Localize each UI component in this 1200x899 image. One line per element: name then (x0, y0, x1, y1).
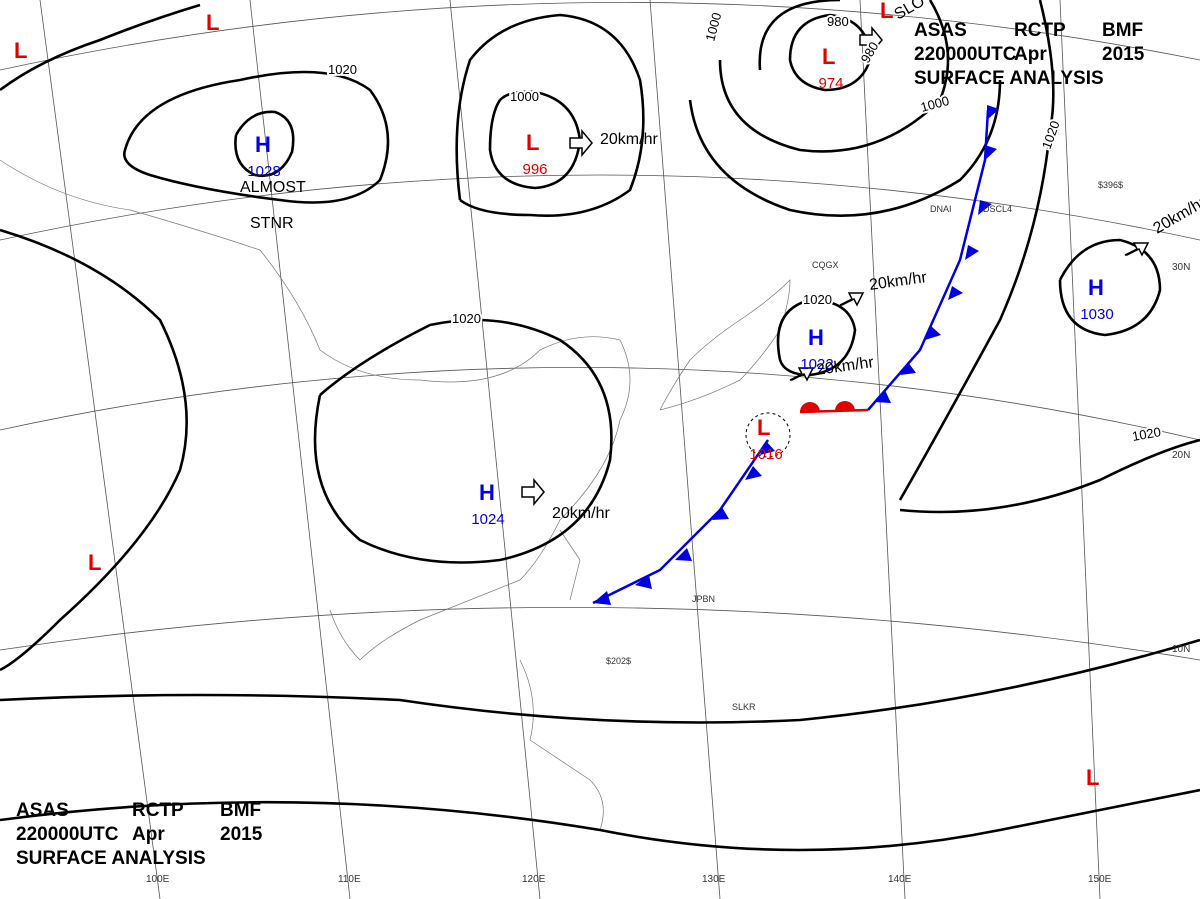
coastlines (0, 159, 791, 831)
header-text: BMF (220, 800, 261, 821)
pressure-symbol: L (206, 10, 219, 35)
isobar-label: 1020 (452, 311, 481, 326)
station-id: $396$ (1098, 180, 1123, 190)
pressure-value: 1022 (800, 356, 833, 373)
isobar-label: 1000 (510, 89, 539, 104)
pressure-value: 1016 (749, 446, 782, 463)
pressure-value: 1024 (471, 511, 504, 528)
station-id: DSCL4 (983, 204, 1012, 214)
header-text: BMF (1102, 20, 1143, 41)
grid-label: 130E (702, 874, 726, 885)
isobar-label: 1020 (328, 62, 357, 77)
pressure-value: 974 (818, 75, 843, 92)
grid-label: 150E (1088, 874, 1112, 885)
pressure-symbol: L (1086, 765, 1099, 790)
header-text: Apr (132, 824, 165, 845)
header-text: ASAS (914, 20, 967, 41)
isobar-label: 1020 (1131, 424, 1162, 444)
header-text: 220000UTC (16, 824, 119, 845)
station-id: $202$ (606, 656, 631, 666)
annotation: ALMOST (240, 179, 306, 196)
motion-arrows (521, 25, 1150, 507)
pressure-symbol: L (822, 44, 835, 69)
header-text: ASAS (16, 800, 69, 821)
grid-label: 110E (338, 874, 361, 885)
isobars (0, 0, 1200, 852)
header-text: SURFACE ANALYSIS (914, 68, 1104, 89)
pressure-symbol: H (479, 480, 495, 505)
header-text: SURFACE ANALYSIS (16, 848, 206, 869)
pressure-symbol: H (1088, 275, 1104, 300)
grid-label: 100E (146, 874, 170, 885)
station-id: DNAI (930, 204, 952, 214)
grid-label: 120E (522, 874, 546, 885)
station-id: SLKR (732, 702, 756, 712)
header-text: 2015 (1102, 44, 1145, 65)
grid-label: 10N (1172, 644, 1190, 655)
annotation: STNR (250, 215, 294, 232)
header-text: 220000UTC (914, 44, 1017, 65)
pressure-symbol: L (14, 38, 27, 63)
grid-label: 20N (1172, 450, 1190, 461)
pressure-symbol: L (88, 550, 101, 575)
pressure-symbol: H (255, 132, 271, 157)
annotation: 20km/hr (552, 505, 610, 522)
header-text: Apr (1014, 44, 1047, 65)
pressure-symbol: L (526, 130, 539, 155)
station-id: JPBN (692, 594, 715, 604)
pressure-value: 996 (522, 161, 547, 178)
fronts (592, 105, 999, 605)
pressure-symbol: L (757, 415, 770, 440)
isobar-label: 1020 (803, 292, 832, 307)
annotation: 20km/hr (600, 131, 658, 148)
grid-label: 30N (1172, 262, 1190, 273)
station-id: CQGX (812, 260, 839, 270)
pressure-symbol: L (880, 0, 893, 23)
header-text: 2015 (220, 824, 263, 845)
pressure-value: 1030 (1080, 306, 1113, 323)
header-text: RCTP (132, 800, 184, 821)
header-text: RCTP (1014, 20, 1066, 41)
grid-label: 140E (888, 874, 912, 885)
pressure-value: 1028 (247, 163, 280, 180)
isobar-label: 980 (827, 14, 849, 29)
pressure-symbol: H (808, 325, 824, 350)
